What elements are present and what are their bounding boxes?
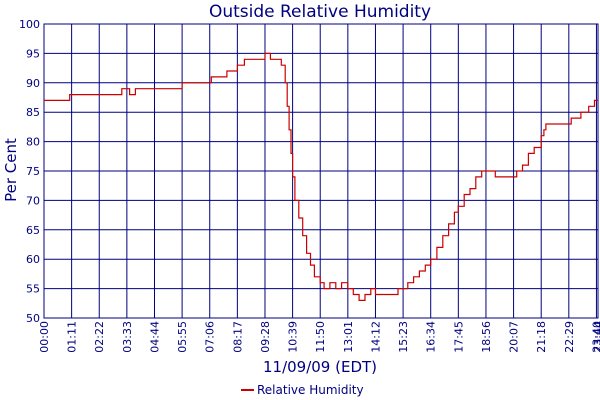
x-tick-label: 03:33 <box>121 321 134 353</box>
y-tick-label: 100 <box>19 18 40 31</box>
grid <box>43 23 599 319</box>
y-tick-labels: 50 55 60 65 70 75 80 85 90 95 100 <box>19 18 40 325</box>
y-tick-label: 50 <box>26 312 40 325</box>
x-tick-label: 01:11 <box>66 321 79 353</box>
x-tick-label: 11:50 <box>314 321 327 353</box>
x-tick-label: 18:56 <box>480 321 493 353</box>
x-tick-label: 04:44 <box>148 321 161 353</box>
x-tick-label: 07:06 <box>204 321 217 353</box>
x-tick-label: 22:29 <box>563 321 576 353</box>
legend-label: Relative Humidity <box>257 383 364 397</box>
x-tick-label: 08:17 <box>231 321 244 353</box>
plot-frame <box>43 23 599 319</box>
x-tick-label: 10:39 <box>287 321 300 353</box>
x-tick-label: 14:12 <box>369 321 382 353</box>
legend: Relative Humidity <box>241 383 364 397</box>
x-tick-label: 20:07 <box>508 321 521 353</box>
y-tick-label: 65 <box>26 224 40 237</box>
series-line-relative-humidity <box>44 52 598 301</box>
x-tick-label: 23:40 <box>590 321 600 353</box>
x-tick-label: 13:01 <box>342 321 355 353</box>
y-tick-label: 75 <box>26 165 40 178</box>
x-axis-label: 11/09/09 (EDT) <box>263 358 377 376</box>
x-tick-label: 16:34 <box>425 321 438 353</box>
y-tick-label: 60 <box>26 253 40 266</box>
x-tick-label: 15:23 <box>397 321 410 353</box>
x-tick-label: 09:28 <box>259 321 272 353</box>
x-tick-label: 00:00 <box>38 321 51 353</box>
y-tick-label: 55 <box>26 283 40 296</box>
y-tick-label: 95 <box>26 47 40 60</box>
x-tick-label: 23:44 <box>592 321 600 353</box>
x-tick-labels: 00:00 01:11 02:22 03:33 04:44 05:55 07:06 08:17… <box>38 321 600 353</box>
x-tick-label: 02:22 <box>93 321 106 353</box>
y-tick-label: 70 <box>26 194 40 207</box>
chart-title: Outside Relative Humidity <box>209 2 431 22</box>
y-tick-label: 90 <box>26 77 40 90</box>
y-axis-label: Per Cent <box>2 138 20 202</box>
x-tick-label: 17:45 <box>452 321 465 353</box>
x-tick-label: 05:55 <box>176 321 189 353</box>
x-tick-label: 21:18 <box>535 321 548 353</box>
y-tick-label: 80 <box>26 136 40 149</box>
y-tick-label: 85 <box>26 106 40 119</box>
